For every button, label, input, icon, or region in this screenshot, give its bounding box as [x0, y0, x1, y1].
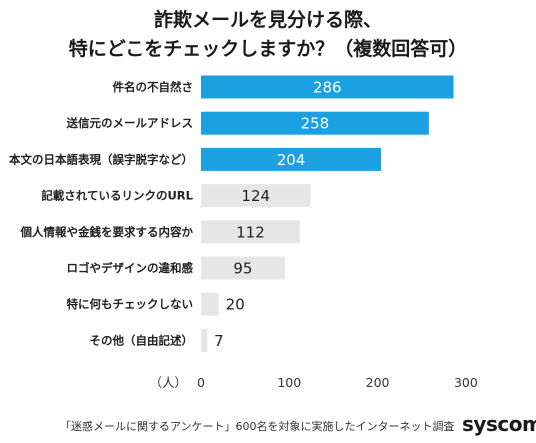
value-label-1: 286 [313, 79, 342, 97]
category-label-1: 件名の不自然さ [113, 80, 194, 94]
bar-3 [201, 147, 382, 171]
value-label-6: 95 [233, 260, 252, 278]
chart-title-line1: 詐欺メールを見分ける際、 [153, 9, 382, 31]
bar-6 [201, 256, 285, 280]
category-label-2: 送信元のメールアドレス [66, 116, 194, 130]
x-axis-unit: （人） [149, 375, 187, 390]
category-label-8: その他（自由記述） [90, 333, 194, 347]
x-tick-1: 0 [197, 375, 205, 390]
category-label-5: 個人情報や金銭を要求する内容か [20, 225, 194, 239]
value-label-4: 124 [241, 187, 270, 205]
bar-4 [201, 184, 311, 208]
value-label-5: 112 [236, 223, 265, 241]
chart-title-line2: 特にどこをチェックしますか？（複数回答可） [68, 38, 468, 60]
bar-7 [201, 292, 219, 316]
x-tick-3: 200 [366, 375, 390, 390]
value-label-8: 7 [214, 332, 224, 350]
bar-5 [201, 220, 300, 244]
x-tick-4: 300 [454, 375, 478, 390]
bar-8 [201, 328, 208, 352]
bar-1 [201, 75, 454, 99]
bar-2 [201, 111, 429, 135]
category-label-3: 本文の日本語表現（誤字脱字など） [9, 152, 193, 166]
survey-note: 「迷惑メールに関するアンケート」600名を対象に実施したインターネット調査 [60, 420, 455, 433]
category-label-4: 記載されているリンクのURL [41, 189, 193, 203]
value-label-3: 204 [277, 151, 306, 169]
brand-logo: syscom [462, 412, 536, 436]
value-label-7: 20 [226, 296, 245, 314]
value-label-2: 258 [301, 115, 330, 133]
category-label-6: ロゴやデザインの違和感 [67, 261, 194, 275]
x-tick-2: 100 [277, 375, 301, 390]
category-label-7: 特に何もチェックしない [67, 297, 194, 311]
